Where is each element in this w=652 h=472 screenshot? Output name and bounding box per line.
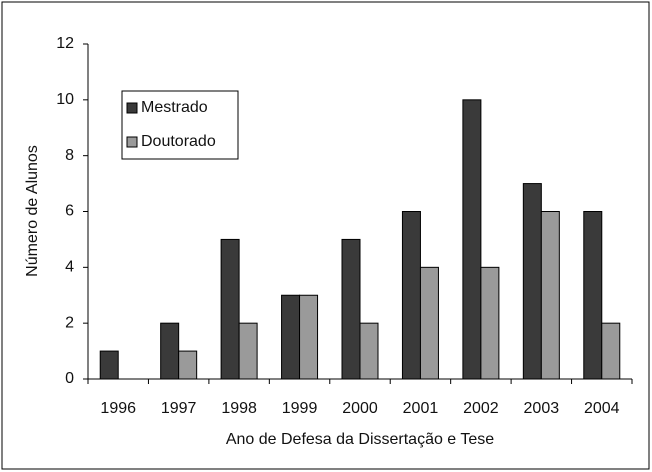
bar [540, 211, 560, 380]
y-tick-label: 10 [56, 91, 74, 108]
x-tick-label: 1998 [221, 400, 257, 417]
y-axis-label: Número de Alunos [24, 145, 41, 277]
bar [299, 294, 319, 380]
bar [522, 183, 542, 380]
bar [462, 99, 482, 380]
bar [341, 238, 361, 380]
x-tick-label: 2001 [403, 400, 439, 417]
x-tick-label: 2003 [524, 400, 560, 417]
bar [281, 294, 301, 380]
bar [480, 266, 500, 380]
bar [220, 238, 240, 380]
y-tick-label: 4 [65, 259, 74, 276]
x-tick-label: 2000 [342, 400, 378, 417]
legend-label: Doutorado [141, 133, 216, 150]
y-tick-label: 0 [65, 370, 74, 387]
bar [178, 350, 198, 380]
legend-label: Mestrado [141, 99, 208, 116]
x-axis-label: Ano de Defesa da Dissertação e Tese [226, 431, 494, 448]
y-tick-label: 12 [56, 35, 74, 52]
bar [238, 322, 258, 380]
y-tick-label: 6 [65, 203, 74, 220]
bar [160, 322, 180, 380]
legend-swatch [126, 102, 138, 114]
bar [401, 211, 421, 380]
x-tick-label: 2002 [463, 400, 499, 417]
bar [583, 211, 603, 380]
x-tick-label: 1999 [282, 400, 318, 417]
legend-swatch [126, 136, 138, 148]
bar [419, 266, 439, 380]
bar [359, 322, 379, 380]
y-tick-label: 8 [65, 147, 74, 164]
x-tick-label: 2004 [584, 400, 620, 417]
x-tick-label: 1997 [161, 400, 197, 417]
legend-box [121, 90, 239, 160]
y-tick-label: 2 [65, 314, 74, 331]
x-tick-label: 1996 [100, 400, 136, 417]
bar [99, 350, 119, 380]
bar [601, 322, 621, 380]
